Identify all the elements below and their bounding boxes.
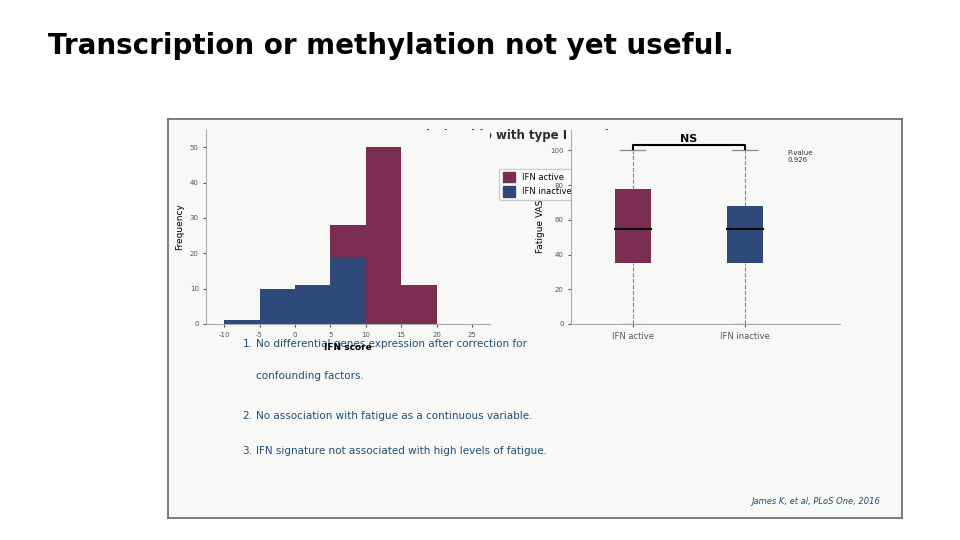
Y-axis label: Frequency: Frequency — [176, 204, 184, 250]
Text: 3.: 3. — [243, 447, 252, 456]
Text: 1.: 1. — [243, 339, 252, 349]
Bar — [224, 320, 259, 324]
Text: 2.: 2. — [243, 410, 252, 421]
Bar — [330, 257, 366, 324]
Bar — [401, 285, 437, 324]
Bar — [295, 285, 330, 324]
Y-axis label: Fatigue VAS: Fatigue VAS — [536, 200, 544, 253]
X-axis label: IFN score: IFN score — [324, 343, 372, 352]
Text: NS: NS — [681, 134, 697, 144]
Text: Relationship with type I IFN signature: Relationship with type I IFN signature — [409, 129, 661, 142]
Text: No differential genes expression after correction for: No differential genes expression after c… — [256, 339, 527, 349]
Legend: IFN active, IFN inactive: IFN active, IFN inactive — [499, 169, 575, 200]
Bar — [259, 289, 295, 324]
Text: James K, et al, PLoS One, 2016: James K, et al, PLoS One, 2016 — [752, 497, 880, 507]
Text: No association with fatigue as a continuous variable.: No association with fatigue as a continu… — [256, 410, 533, 421]
Bar — [366, 147, 401, 324]
Text: IFN signature not associated with high levels of fatigue.: IFN signature not associated with high l… — [256, 447, 547, 456]
Bar — [614, 188, 651, 263]
Text: Transcription or methylation not yet useful.: Transcription or methylation not yet use… — [48, 32, 733, 60]
Bar — [727, 206, 762, 263]
Text: confounding factors.: confounding factors. — [256, 370, 364, 381]
Text: P-value
0.926: P-value 0.926 — [787, 151, 813, 164]
Bar — [330, 225, 366, 324]
